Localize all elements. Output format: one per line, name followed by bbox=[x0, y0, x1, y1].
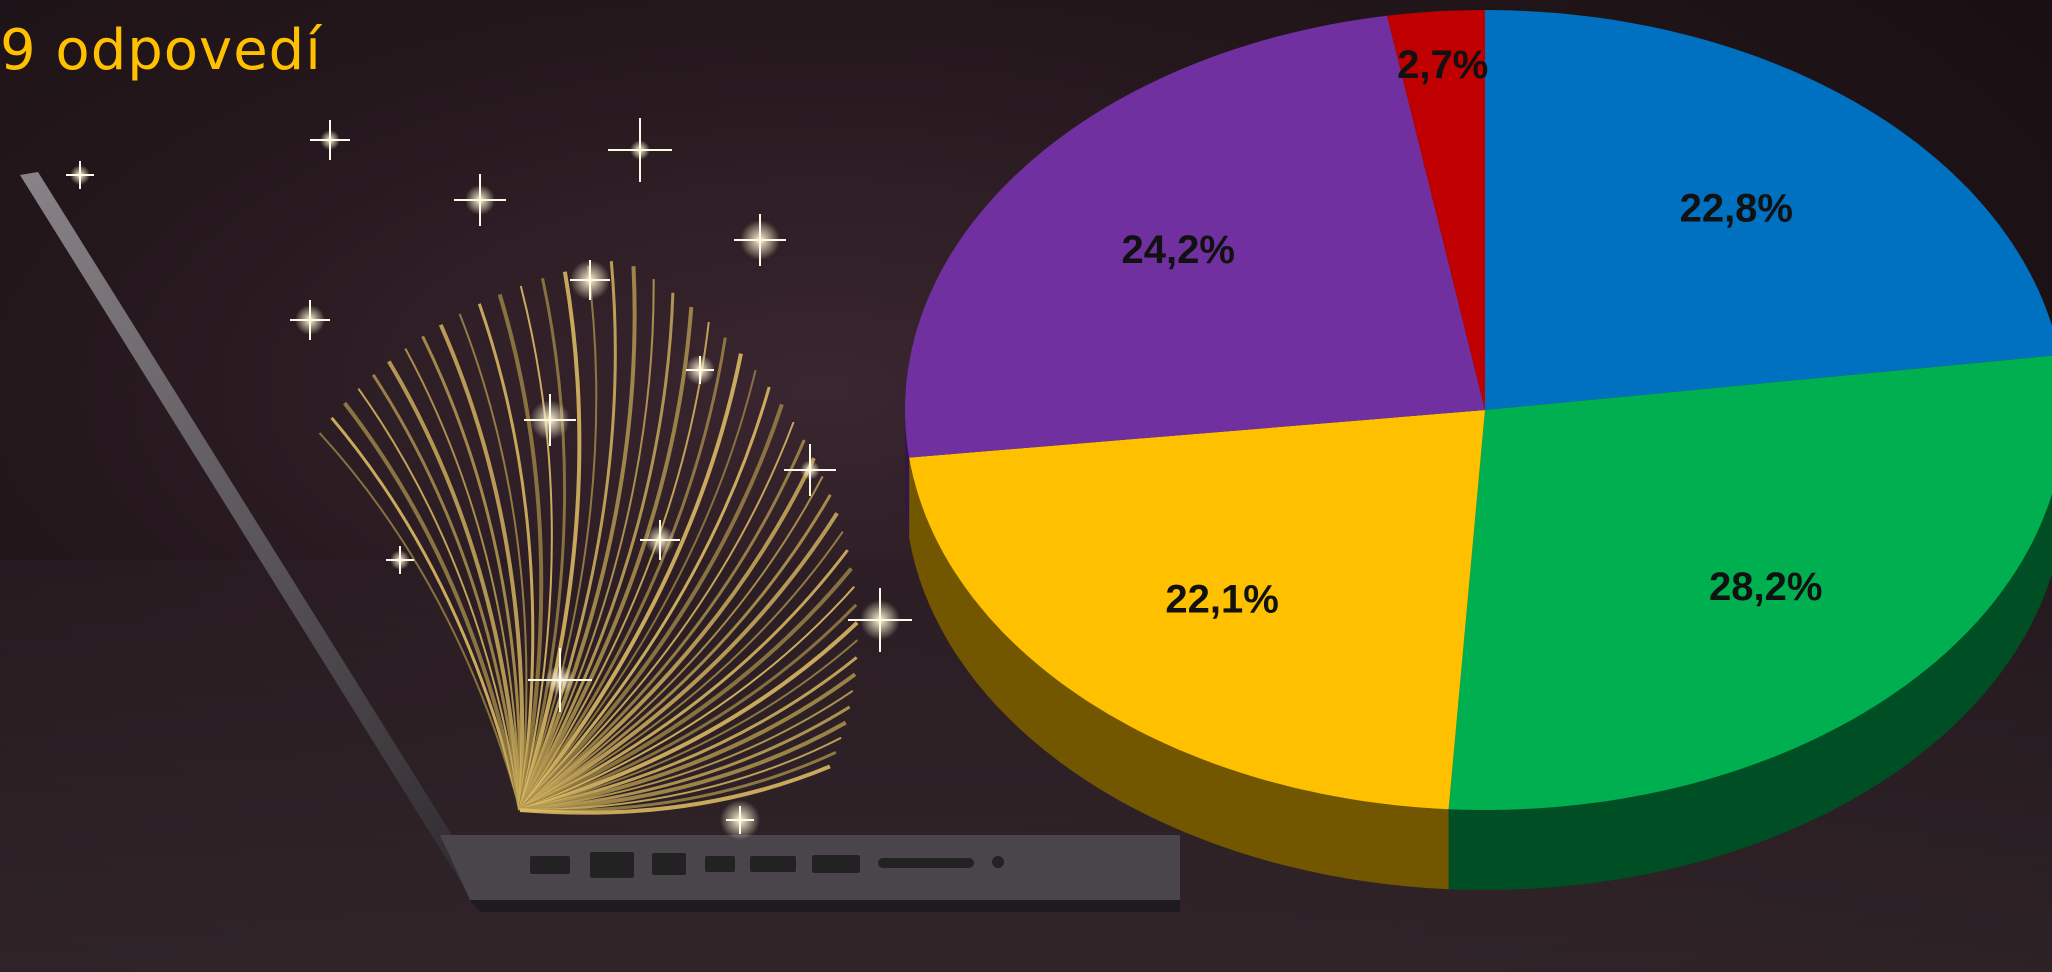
sparkle-icon bbox=[720, 800, 760, 840]
pie-slice-side bbox=[1448, 493, 2052, 890]
book-page bbox=[519, 639, 858, 811]
book-page bbox=[518, 386, 771, 812]
book-page bbox=[519, 285, 553, 811]
open-book bbox=[318, 261, 859, 815]
book-page bbox=[518, 292, 675, 811]
book-page bbox=[387, 360, 522, 811]
book-page bbox=[371, 373, 522, 811]
book-page bbox=[357, 388, 521, 811]
book-page bbox=[421, 335, 522, 811]
laptop-ports bbox=[530, 852, 1004, 878]
pie-slice-side bbox=[909, 457, 1449, 890]
book-page bbox=[519, 672, 857, 812]
pie-depth bbox=[905, 410, 2052, 890]
pie-slice bbox=[1485, 10, 2052, 410]
book-page bbox=[519, 421, 795, 811]
laptop-base bbox=[440, 835, 1180, 900]
book-page bbox=[519, 279, 655, 811]
book-page bbox=[518, 403, 784, 812]
book-page bbox=[519, 621, 859, 812]
sparkles bbox=[66, 118, 912, 840]
sparkle-icon bbox=[454, 174, 506, 226]
book-page bbox=[518, 278, 567, 811]
book-page bbox=[518, 306, 694, 812]
sparkle-icon bbox=[290, 300, 330, 340]
sparkle-icon bbox=[386, 546, 414, 574]
sparkle-icon bbox=[608, 118, 672, 182]
book-page bbox=[318, 432, 521, 811]
book-page bbox=[518, 266, 637, 811]
book-page bbox=[477, 303, 535, 811]
sparkle-icon bbox=[524, 394, 576, 446]
book-page bbox=[519, 690, 854, 811]
sparkle-icon bbox=[66, 161, 94, 189]
book-page bbox=[330, 416, 522, 811]
book-page bbox=[518, 337, 727, 811]
book-page bbox=[519, 705, 851, 812]
pie-data-label: 22,8% bbox=[1680, 186, 1793, 230]
sparkle-icon bbox=[734, 214, 786, 266]
book-page bbox=[497, 293, 544, 811]
sparkle-icon bbox=[685, 355, 715, 385]
pie-slice bbox=[1448, 355, 2052, 810]
book-page bbox=[342, 401, 522, 811]
book-page bbox=[519, 603, 858, 812]
book-page bbox=[519, 531, 844, 811]
laptop-screen bbox=[20, 172, 480, 884]
book-page bbox=[404, 348, 521, 811]
book-page bbox=[519, 265, 598, 811]
book-page bbox=[519, 439, 806, 812]
sparkle-icon bbox=[640, 520, 680, 560]
book-page bbox=[518, 261, 617, 811]
book-page bbox=[519, 567, 853, 812]
book-page bbox=[519, 656, 858, 812]
pie-slice bbox=[909, 410, 1485, 810]
sparkle-icon bbox=[528, 648, 592, 712]
pie-slice bbox=[1387, 10, 1485, 410]
responses-count: 9 odpovedí bbox=[0, 18, 322, 83]
book-page bbox=[518, 271, 582, 811]
pie-slice-side bbox=[905, 410, 910, 538]
book-page bbox=[519, 764, 831, 815]
pie-data-label: 28,2% bbox=[1709, 565, 1822, 609]
sparkle-icon bbox=[570, 260, 610, 300]
book-page bbox=[519, 494, 832, 812]
book-page bbox=[519, 736, 842, 811]
book-page bbox=[518, 457, 816, 812]
pie-slice bbox=[905, 15, 1485, 458]
sparkle-icon bbox=[784, 444, 836, 496]
book-page bbox=[518, 353, 743, 812]
pie-data-label: 24,2% bbox=[1121, 228, 1234, 272]
sparkle-icon bbox=[310, 120, 350, 160]
book-page bbox=[519, 369, 757, 811]
book-page bbox=[518, 512, 839, 812]
book-page bbox=[519, 720, 847, 812]
pie-data-label: 22,1% bbox=[1165, 577, 1278, 621]
book-page bbox=[458, 313, 528, 811]
book-page bbox=[519, 321, 710, 811]
book-page bbox=[519, 549, 849, 812]
book-page bbox=[519, 475, 824, 811]
book-page bbox=[519, 586, 855, 811]
pie-data-label: 2,7% bbox=[1397, 43, 1488, 87]
sparkle-icon bbox=[848, 588, 912, 652]
book-page bbox=[438, 323, 525, 811]
